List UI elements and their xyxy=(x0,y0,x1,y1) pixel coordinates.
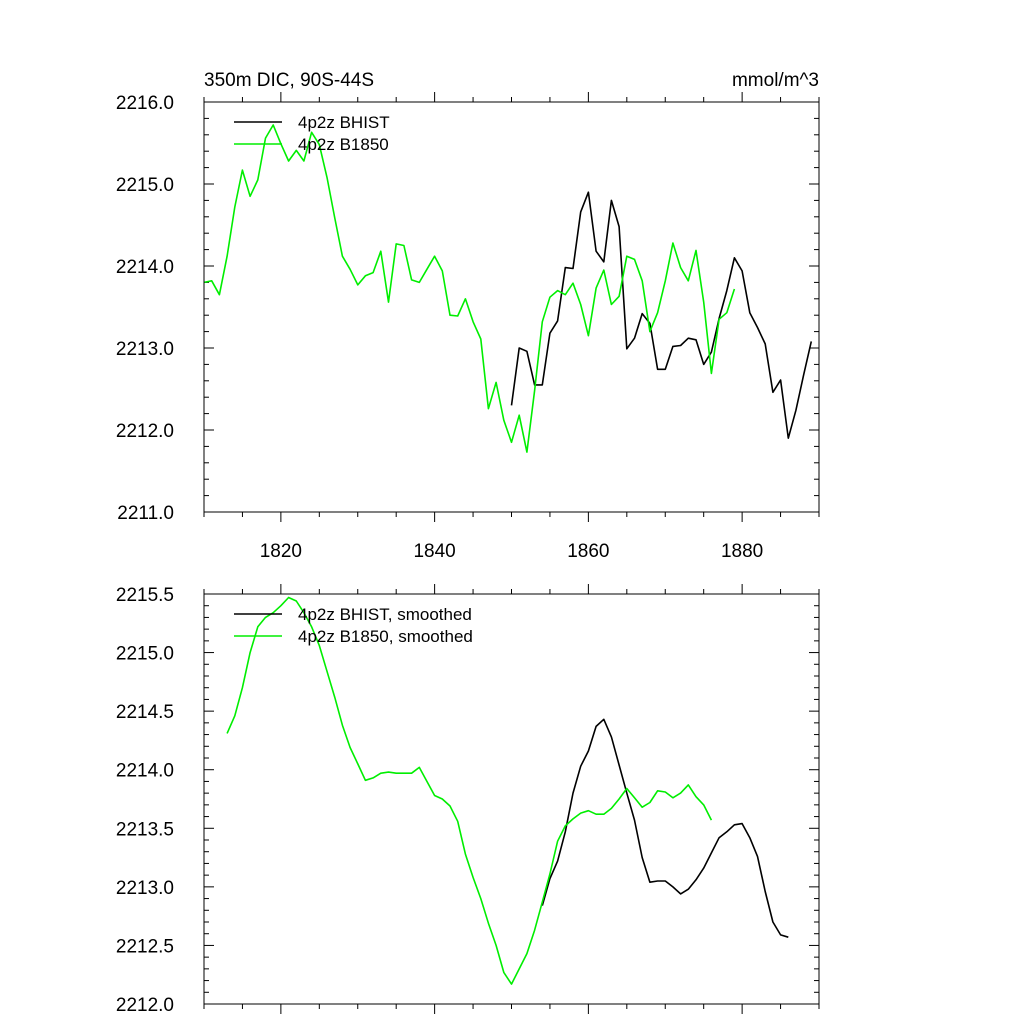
y-tick-label: 2215.0 xyxy=(116,175,174,196)
y-tick-label: 2212.5 xyxy=(116,936,174,957)
bottom-panel-ticks xyxy=(203,584,820,1014)
legend-label-b1850-smoothed: 4p2z B1850, smoothed xyxy=(298,627,473,646)
top-panel-x-tick-labels: 1820 1840 1860 1880 xyxy=(260,541,764,562)
panel-title-left: 350m DIC, 90S-44S xyxy=(204,70,374,91)
top-panel-legend: 4p2z BHIST 4p2z B1850 xyxy=(234,113,390,154)
bottom-panel-legend: 4p2z BHIST, smoothed 4p2z B1850, smoothe… xyxy=(234,605,473,646)
y-tick-label: 2216.0 xyxy=(116,93,174,114)
y-tick-label: 2212.0 xyxy=(116,421,174,442)
y-tick-label: 2214.5 xyxy=(116,702,174,723)
series-line-bhist xyxy=(510,191,813,440)
series-line-bhist xyxy=(541,718,789,938)
top-panel-y-tick-labels: 2211.0 2212.0 2213.0 2214.0 2215.0 2216.0 xyxy=(116,93,174,524)
series-line-b1850 xyxy=(226,596,713,985)
series-line-b1850 xyxy=(203,124,736,453)
x-tick-label: 1860 xyxy=(567,541,609,562)
top-panel-ticks xyxy=(203,92,820,522)
bottom-panel-frame xyxy=(203,593,820,1005)
x-tick-label: 1840 xyxy=(413,541,455,562)
top-panel: 350m DIC, 90S-44S mmol/m^3 2211.02212.02… xyxy=(116,70,820,562)
bottom-panel: 2212.0 2212.5 2213.0 2213.5 2214.0 2214.5 2215… xyxy=(116,584,820,1016)
y-tick-label: 2214.0 xyxy=(116,257,174,278)
top-panel-series xyxy=(203,124,813,453)
legend-label-bhist: 4p2z BHIST xyxy=(298,113,390,132)
legend-label-b1850: 4p2z B1850 xyxy=(298,135,389,154)
y-tick-label: 2213.5 xyxy=(116,819,174,840)
x-tick-label: 1820 xyxy=(260,541,302,562)
bottom-panel-y-tick-labels: 2212.0 2212.5 2213.0 2213.5 2214.0 2214.5 2215… xyxy=(116,585,174,1016)
y-tick-label: 2212.0 xyxy=(116,995,174,1016)
y-tick-label: 2215.0 xyxy=(116,644,174,665)
y-tick-label: 2213.0 xyxy=(116,339,174,360)
y-tick-label: 2214.0 xyxy=(116,761,174,782)
y-tick-label: 2211.0 xyxy=(117,503,174,524)
top-panel-frame xyxy=(203,101,820,513)
legend-label-bhist-smoothed: 4p2z BHIST, smoothed xyxy=(298,605,472,624)
y-tick-label: 2215.5 xyxy=(116,585,174,606)
x-tick-label: 1880 xyxy=(721,541,763,562)
panel-units-label: mmol/m^3 xyxy=(732,70,819,91)
bottom-panel-series xyxy=(226,596,789,985)
y-tick-label: 2213.0 xyxy=(116,878,174,899)
